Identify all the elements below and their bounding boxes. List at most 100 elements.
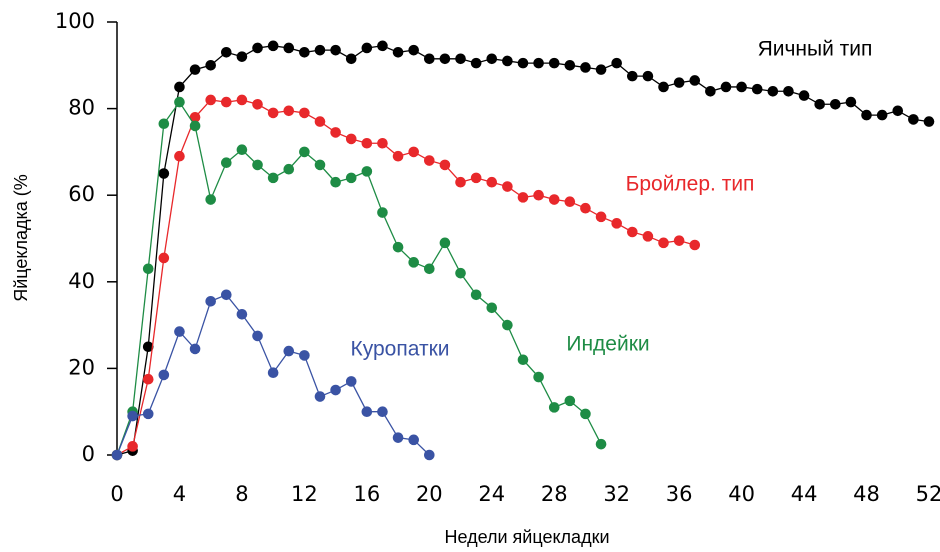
point bbox=[361, 42, 373, 54]
point bbox=[221, 47, 232, 58]
point bbox=[314, 159, 326, 171]
point bbox=[299, 350, 310, 361]
point bbox=[673, 77, 685, 88]
point bbox=[205, 94, 216, 106]
point bbox=[299, 47, 310, 58]
point bbox=[830, 98, 841, 110]
point bbox=[424, 155, 435, 166]
point bbox=[283, 42, 295, 54]
point bbox=[345, 376, 357, 387]
point bbox=[548, 402, 560, 413]
point bbox=[345, 53, 357, 65]
point bbox=[267, 107, 279, 119]
point bbox=[330, 384, 341, 396]
point bbox=[470, 57, 482, 69]
point bbox=[392, 47, 404, 58]
point bbox=[439, 237, 451, 249]
point bbox=[533, 371, 544, 383]
point bbox=[299, 107, 310, 119]
point bbox=[377, 406, 388, 418]
series-line bbox=[116, 45, 930, 456]
point bbox=[502, 55, 513, 67]
point bbox=[377, 207, 388, 218]
point bbox=[611, 57, 622, 69]
point bbox=[892, 105, 904, 117]
point bbox=[174, 150, 185, 162]
point bbox=[424, 53, 435, 65]
point bbox=[142, 341, 154, 353]
point bbox=[345, 133, 357, 145]
point bbox=[174, 326, 185, 337]
point bbox=[252, 330, 263, 342]
point bbox=[658, 81, 669, 93]
point bbox=[720, 81, 732, 93]
point bbox=[595, 64, 607, 75]
point bbox=[533, 189, 544, 201]
point bbox=[142, 373, 154, 385]
point bbox=[158, 252, 170, 264]
point bbox=[908, 114, 919, 125]
point bbox=[658, 237, 669, 249]
series-label: Бройлер. тип bbox=[626, 173, 755, 196]
point bbox=[798, 90, 810, 101]
x-tick-label: 52 bbox=[916, 482, 940, 506]
point bbox=[502, 319, 513, 331]
point bbox=[517, 192, 529, 203]
point bbox=[627, 70, 638, 82]
point bbox=[314, 391, 326, 402]
y-tick-label: 80 bbox=[68, 96, 95, 120]
point bbox=[595, 438, 607, 450]
point bbox=[705, 85, 716, 97]
point bbox=[564, 196, 576, 207]
y-tick-label: 100 bbox=[55, 9, 95, 33]
point bbox=[392, 150, 404, 162]
point bbox=[299, 146, 310, 158]
point bbox=[392, 432, 404, 443]
series-label: Яичный тип bbox=[758, 38, 873, 61]
point bbox=[876, 109, 888, 121]
point bbox=[267, 40, 279, 52]
y-tick-label: 60 bbox=[68, 182, 95, 206]
point bbox=[236, 51, 248, 62]
point bbox=[689, 239, 701, 251]
point bbox=[330, 176, 341, 188]
point bbox=[642, 231, 654, 242]
point bbox=[408, 146, 419, 158]
point bbox=[236, 308, 248, 320]
point bbox=[361, 137, 373, 149]
point bbox=[673, 235, 685, 246]
point bbox=[267, 367, 279, 379]
point bbox=[923, 116, 935, 127]
series-label: Индейки bbox=[566, 333, 649, 356]
point bbox=[330, 44, 341, 56]
point bbox=[267, 172, 279, 184]
point bbox=[424, 263, 435, 275]
series-label: Куропатки bbox=[351, 338, 450, 361]
point bbox=[470, 289, 482, 301]
point bbox=[221, 157, 232, 169]
x-tick-label: 16 bbox=[353, 482, 380, 506]
point bbox=[174, 81, 185, 93]
point bbox=[221, 289, 232, 301]
point bbox=[174, 96, 185, 108]
point bbox=[345, 172, 357, 184]
point bbox=[236, 144, 248, 156]
point bbox=[236, 94, 248, 106]
point bbox=[642, 70, 654, 82]
x-tick-label: 44 bbox=[791, 482, 818, 506]
point bbox=[486, 176, 498, 188]
point bbox=[424, 449, 435, 461]
point bbox=[205, 60, 216, 71]
x-tick-label: 20 bbox=[416, 482, 443, 506]
point bbox=[377, 137, 388, 149]
point bbox=[408, 44, 419, 56]
x-tick-label: 32 bbox=[603, 482, 630, 506]
point bbox=[517, 57, 529, 69]
point bbox=[189, 64, 201, 75]
x-tick-label: 12 bbox=[291, 482, 318, 506]
series-line bbox=[116, 100, 602, 456]
point bbox=[736, 81, 747, 93]
point bbox=[361, 406, 373, 418]
point bbox=[158, 168, 170, 179]
